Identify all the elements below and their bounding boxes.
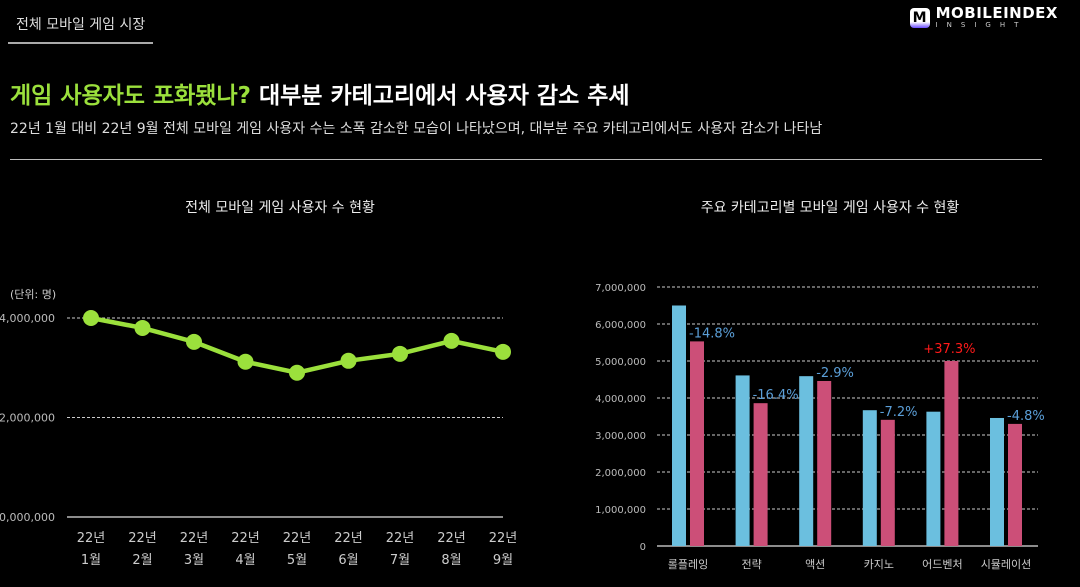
change-label: -2.9% <box>816 366 854 381</box>
y-tick-label: 0 <box>640 542 646 553</box>
x-tick-label: 22년 <box>283 531 312 546</box>
x-tick-label: 22년 <box>128 531 157 546</box>
bar-chart: 0 1,000,000 2,000,000 3,000,000 4,000,000 5,0… <box>595 283 1045 571</box>
x-tick-label: 2월 <box>132 553 152 568</box>
x-tick-label: 22년 <box>77 531 106 546</box>
x-tick-label: 액션 <box>805 558 825 571</box>
change-label: -4.8% <box>1007 409 1045 424</box>
bar <box>672 305 686 546</box>
bar <box>926 411 941 546</box>
headline: 게임 사용자도 포화됐나? 대부분 카테고리에서 사용자 감소 추세 <box>10 76 630 110</box>
y-tick-label: 3,000,000 <box>595 431 646 442</box>
data-point <box>289 364 305 381</box>
x-tick-label: 3월 <box>184 553 204 568</box>
x-tick-label: 9월 <box>493 553 513 568</box>
y-tick-label: 5,000,000 <box>595 357 646 368</box>
bar <box>862 410 877 546</box>
logo: M MOBILEINDEX INSIGHT <box>909 4 1058 29</box>
x-tick-label: 5월 <box>287 553 307 568</box>
bar <box>799 376 814 546</box>
bar <box>1008 423 1022 546</box>
x-tick-label: 22년 <box>180 531 209 546</box>
data-point <box>134 319 151 336</box>
x-tick-label: 22년 <box>231 531 260 546</box>
line-chart-title: 전체 모바일 게임 사용자 수 현황 <box>185 200 375 216</box>
y-tick-label: 4,000,000 <box>595 394 646 405</box>
data-point <box>443 332 460 349</box>
x-tick-label: 8월 <box>441 553 461 568</box>
section-tag: 전체 모바일 게임 시장 <box>8 14 154 44</box>
x-tick-label: 시뮬레이션 <box>981 558 1032 571</box>
bar <box>753 403 768 546</box>
y-tick-label: 22,000,000 <box>0 412 55 425</box>
change-label: -7.2% <box>880 405 918 420</box>
bar <box>880 419 895 546</box>
bar-chart-title: 주요 카테고리별 모바일 게임 사용자 수 현황 <box>700 200 960 216</box>
y-tick-label: 6,000,000 <box>595 320 646 331</box>
x-tick-label: 어드벤처 <box>922 558 962 571</box>
divider <box>10 159 1042 160</box>
x-tick-label: 7월 <box>390 553 410 568</box>
x-tick-label: 6월 <box>338 553 358 568</box>
bar <box>817 380 832 546</box>
x-tick-label: 1월 <box>81 553 101 568</box>
x-tick-label: 22년 <box>437 531 466 546</box>
bar <box>690 341 704 546</box>
data-point <box>237 353 254 370</box>
x-tick-label: 22년 <box>386 531 415 546</box>
line-chart: (단위: 명) 20,000,000 22,000,000 24,000,000 22년… <box>0 288 518 568</box>
subtitle: 22년 1월 대비 22년 9월 전체 모바일 게임 사용자 수는 소폭 감소한… <box>10 121 823 137</box>
data-point <box>83 310 99 326</box>
y-tick-label: 1,000,000 <box>595 505 646 516</box>
data-point <box>340 352 357 369</box>
logo-subtext: INSIGHT <box>935 21 1028 29</box>
logo-icon: M <box>909 7 930 28</box>
data-point <box>392 345 408 362</box>
headline-rest: 대부분 카테고리에서 사용자 감소 추세 <box>250 83 630 109</box>
change-label: -16.4% <box>753 388 799 403</box>
x-tick-label: 전략 <box>741 558 761 571</box>
data-point <box>186 333 202 350</box>
y-tick-label: 20,000,000 <box>0 511 55 524</box>
x-tick-label: 롤플레잉 <box>668 558 708 571</box>
series-line <box>90 315 504 376</box>
y-tick-label: 24,000,000 <box>0 312 55 325</box>
y-tick-label: 2,000,000 <box>595 468 646 479</box>
unit-label: (단위: 명) <box>10 288 56 301</box>
x-tick-label: 4월 <box>235 553 255 568</box>
x-tick-label: 22년 <box>489 531 518 546</box>
change-label: -14.8% <box>689 326 735 341</box>
y-tick-label: 7,000,000 <box>595 283 646 294</box>
data-point <box>495 343 511 360</box>
bar <box>735 375 750 546</box>
bar <box>944 361 959 546</box>
change-label: +37.3% <box>923 342 975 357</box>
headline-highlight: 게임 사용자도 포화됐나? <box>10 83 251 109</box>
bar <box>990 417 1004 546</box>
x-tick-label: 22년 <box>334 531 363 546</box>
x-tick-label: 카지노 <box>864 558 894 571</box>
logo-text: MOBILEINDEX <box>935 4 1058 22</box>
